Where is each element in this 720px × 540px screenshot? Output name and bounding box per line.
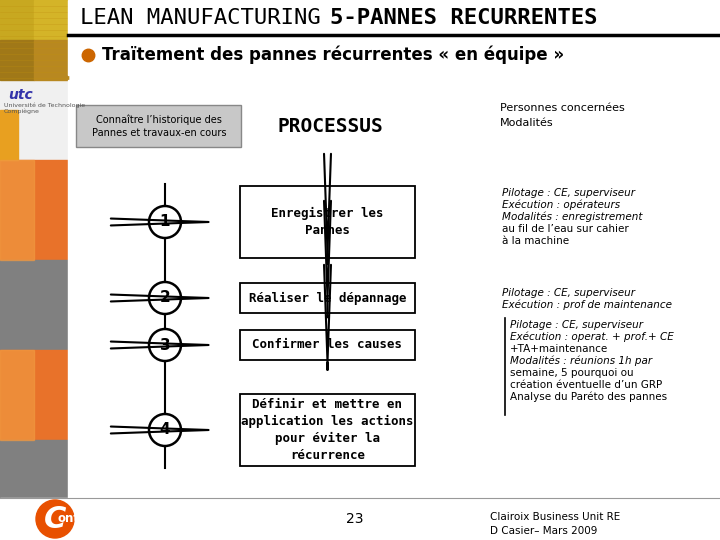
Text: à la machine: à la machine [502,236,569,246]
Text: 4: 4 [160,422,171,437]
Bar [0,40,34,80]
Text: au fil de l’eau sur cahier: au fil de l’eau sur cahier [502,224,629,234]
Bar [0,260,68,350]
Bar [34,40,68,80]
Text: Clairoix Business Unit RE
D Casier– Mars 2009: Clairoix Business Unit RE D Casier– Mars… [490,512,620,536]
Text: Modalités : réunions 1h par: Modalités : réunions 1h par [510,356,652,367]
Text: 2: 2 [160,291,171,306]
Text: création éventuelle d’un GRP: création éventuelle d’un GRP [510,380,662,390]
Text: C: C [44,504,66,534]
Bar [68,80,720,160]
Text: Exécution : operat. + prof.+ CE: Exécution : operat. + prof.+ CE [510,332,674,342]
Text: Réaliser le dépannage: Réaliser le dépannage [248,292,406,305]
Text: Exécution : opérateurs: Exécution : opérateurs [502,200,620,211]
FancyBboxPatch shape [240,186,415,258]
Text: utc: utc [8,88,32,102]
Text: Traïtement des pannes récurrentes « en équipe »: Traïtement des pannes récurrentes « en é… [102,46,564,64]
Text: ontinental: ontinental [57,512,125,525]
Text: 1: 1 [160,214,170,230]
Circle shape [149,329,181,361]
Bar [34,0,68,40]
Bar [0,160,68,260]
Circle shape [149,414,181,446]
Text: Définir et mettre en
application les actions
pour éviter la
récurrence: Définir et mettre en application les act… [241,398,414,462]
Circle shape [36,500,74,538]
Text: Analyse du Paréto des pannes: Analyse du Paréto des pannes [510,392,667,402]
Bar [68,35,720,75]
Text: Enregistrer les
Pannes: Enregistrer les Pannes [271,207,384,237]
Bar [0,350,68,440]
Text: semaine, 5 pourquoi ou: semaine, 5 pourquoi ou [510,368,634,378]
Text: Connaître l’historique des
Pannes et travaux-en cours: Connaître l’historique des Pannes et tra… [91,114,226,138]
Bar [0,110,18,160]
Text: LEAN MANUFACTURING: LEAN MANUFACTURING [80,8,320,28]
Text: Pilotage : CE, superviseur: Pilotage : CE, superviseur [502,188,635,198]
Text: Modalités: Modalités [500,118,554,128]
Text: Pilotage : CE, superviseur: Pilotage : CE, superviseur [502,288,635,298]
Text: Pilotage : CE, superviseur: Pilotage : CE, superviseur [510,320,643,330]
Bar [0,0,34,40]
Text: Confirmer les causes: Confirmer les causes [253,339,402,352]
Bar [0,440,68,498]
Text: Personnes concernées: Personnes concernées [500,103,625,113]
Text: 3: 3 [160,338,171,353]
Text: Exécution : prof de maintenance: Exécution : prof de maintenance [502,300,672,310]
Bar [68,0,720,35]
Text: +TA+maintenance: +TA+maintenance [510,344,608,354]
FancyBboxPatch shape [76,105,241,147]
FancyBboxPatch shape [240,283,415,313]
Bar [68,160,720,498]
Bar [0,160,34,260]
Circle shape [149,206,181,238]
Bar [0,350,34,440]
Bar [0,80,68,160]
FancyBboxPatch shape [240,394,415,466]
Text: Modalités : enregistrement: Modalités : enregistrement [502,212,642,222]
Bar [0,498,720,540]
Text: 23: 23 [346,512,364,526]
Text: 5-PANNES RECURRENTES: 5-PANNES RECURRENTES [330,8,598,28]
Text: Université de Technologie
Compiègne: Université de Technologie Compiègne [4,102,85,114]
Circle shape [149,282,181,314]
Bar [0,0,68,80]
Text: PROCESSUS: PROCESSUS [277,117,383,136]
FancyBboxPatch shape [240,330,415,360]
